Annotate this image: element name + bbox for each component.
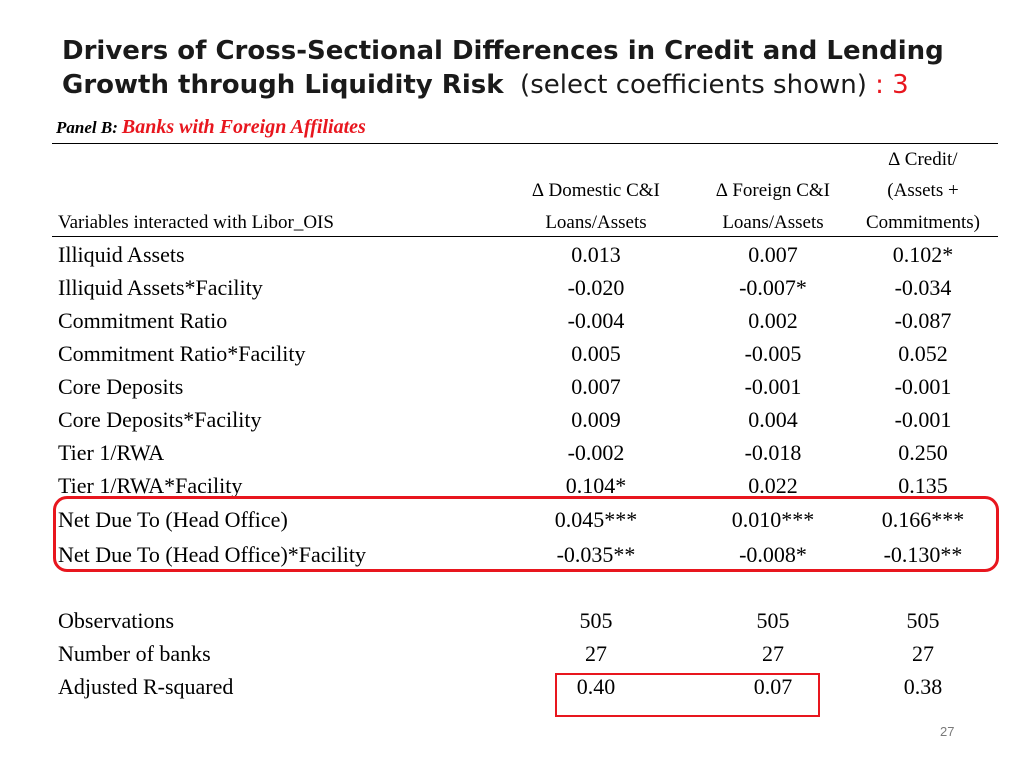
row-value-col3: -0.087 <box>894 308 952 333</box>
row-value-col3: -0.034 <box>894 275 952 300</box>
stats-value-col1: 0.40 <box>576 674 616 699</box>
row-label: Illiquid Assets*Facility <box>58 275 263 300</box>
row-value-col2: 0.004 <box>748 407 798 432</box>
title-slide-number: : 3 <box>875 70 909 100</box>
stats-value-col2: 0.07 <box>753 674 793 699</box>
row-value-col2: -0.001 <box>744 374 802 399</box>
row-value-col1: -0.002 <box>567 440 625 465</box>
panel-name: Banks with Foreign Affiliates <box>121 116 366 138</box>
row-label: Core Deposits*Facility <box>58 407 262 432</box>
title-line-2: Growth through Liquidity Risk (select co… <box>62 68 962 102</box>
header-col1-line1: ∆ Domestic C&I <box>532 180 660 201</box>
row-value-col1: -0.004 <box>567 308 625 333</box>
header-col2-line1: ∆ Foreign C&I <box>715 180 830 201</box>
stats-label: Observations <box>58 608 175 633</box>
row-value-col1: 0.104* <box>565 473 627 498</box>
row-label: Core Deposits <box>58 374 184 399</box>
stats-value-col3: 505 <box>906 608 940 633</box>
header-variables: Variables interacted with Libor_OIS <box>58 212 334 233</box>
panel-prefix: Panel B: <box>56 118 118 137</box>
row-value-col3: 0.166*** <box>881 507 965 532</box>
header-col3-line1: ∆ Credit/ <box>888 149 958 170</box>
panel-label: Panel B: Banks with Foreign Affiliates <box>56 116 366 139</box>
stats-value-col3: 27 <box>912 641 934 666</box>
row-value-col1: 0.009 <box>571 407 621 432</box>
row-label: Tier 1/RWA <box>58 440 165 465</box>
highlight-net-due-rows <box>53 496 999 572</box>
stats-value-col1: 505 <box>579 608 613 633</box>
header-col1-line2: Loans/Assets <box>545 212 647 233</box>
row-value-col1: 0.007 <box>571 374 621 399</box>
row-value-col1: 0.045*** <box>554 507 638 532</box>
row-label: Net Due To (Head Office) <box>58 507 288 532</box>
title-line-1-text: Drivers of Cross-Sectional Differences i… <box>62 36 944 66</box>
table-top-rule <box>52 143 998 144</box>
stats-label: Adjusted R-squared <box>58 674 234 699</box>
stats-value-col2: 27 <box>762 641 784 666</box>
row-value-col2: -0.008* <box>739 542 807 567</box>
stats-label: Number of banks <box>58 641 211 666</box>
row-value-col3: 0.135 <box>898 473 948 498</box>
row-value-col1: 0.013 <box>571 242 621 267</box>
row-label: Commitment Ratio <box>58 308 228 333</box>
page-number: 27 <box>940 724 955 739</box>
row-value-col3: -0.001 <box>894 407 952 432</box>
slide-title: Drivers of Cross-Sectional Differences i… <box>62 34 962 102</box>
title-line-2-bold: Growth through Liquidity Risk <box>62 70 504 100</box>
row-value-col2: 0.002 <box>748 308 798 333</box>
header-col3-line3: Commitments) <box>866 212 980 233</box>
row-value-col3: -0.130** <box>883 542 963 567</box>
row-value-col2: 0.022 <box>748 473 798 498</box>
row-value-col1: -0.020 <box>567 275 625 300</box>
row-value-col1: -0.035** <box>556 542 636 567</box>
row-value-col1: 0.005 <box>571 341 621 366</box>
row-value-col3: 0.102* <box>892 242 954 267</box>
row-value-col2: -0.018 <box>744 440 802 465</box>
row-value-col3: -0.001 <box>894 374 952 399</box>
row-value-col2: -0.007* <box>739 275 807 300</box>
stats-value-col3: 0.38 <box>903 674 943 699</box>
row-value-col2: -0.005 <box>744 341 802 366</box>
row-label: Tier 1/RWA*Facility <box>58 473 243 498</box>
row-label: Net Due To (Head Office)*Facility <box>58 542 366 567</box>
row-value-col3: 0.052 <box>898 341 948 366</box>
row-value-col2: 0.010*** <box>731 507 815 532</box>
title-line-1: Drivers of Cross-Sectional Differences i… <box>62 34 962 68</box>
highlight-r-squared <box>555 673 820 717</box>
row-value-col2: 0.007 <box>748 242 798 267</box>
row-value-col3: 0.250 <box>898 440 948 465</box>
header-col2-line2: Loans/Assets <box>722 212 824 233</box>
table-header-rule <box>52 236 998 237</box>
stats-value-col2: 505 <box>756 608 790 633</box>
title-line-2-normal: (select coefficients shown) <box>520 70 867 100</box>
stats-value-col1: 27 <box>585 641 607 666</box>
row-label: Illiquid Assets <box>58 242 185 267</box>
row-label: Commitment Ratio*Facility <box>58 341 306 366</box>
header-col3-line2: (Assets + <box>887 180 959 201</box>
